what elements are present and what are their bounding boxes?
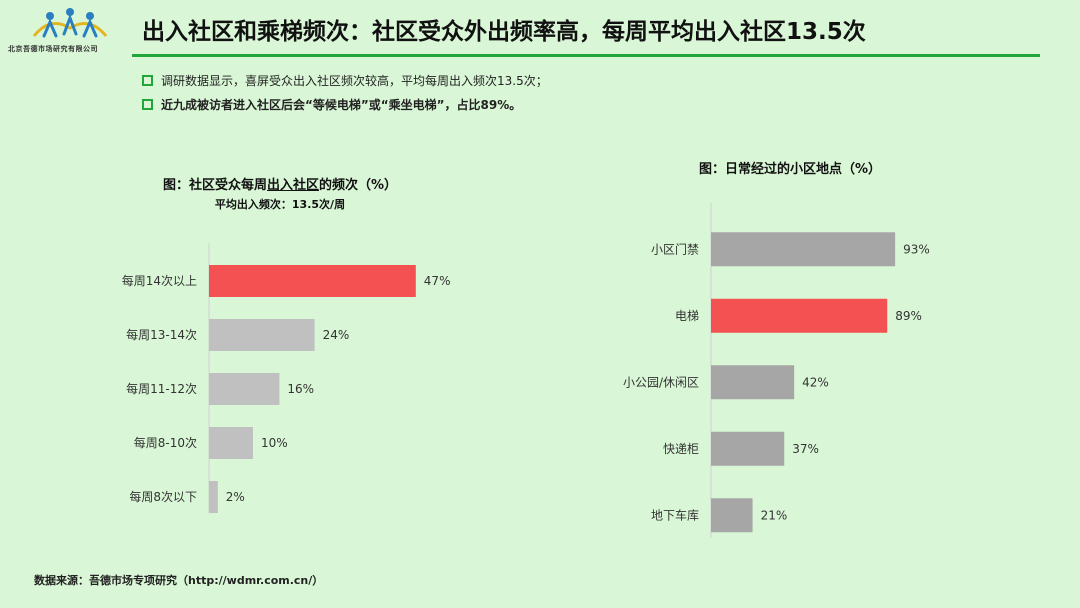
left-chart-subtitle: 平均出入频次：13.5次/周 [214, 198, 346, 211]
page-title: 出入社区和乘梯频次：社区受众外出频率高，每周平均出入社区13.5次 [142, 19, 866, 45]
right-category-label-4: 快递柜 [663, 442, 699, 456]
left-value-label-4: 10% [261, 436, 288, 450]
right-category-label-2: 电梯 [675, 309, 699, 323]
right-bar-3 [711, 365, 795, 400]
right-bar-1 [711, 232, 896, 267]
left-value-label-5: 2% [226, 490, 245, 504]
left-value-label-1: 47% [424, 274, 451, 288]
bullet-item-2: 近九成被访者进入社区后会“等候电梯”或“乘坐电梯”，占比89%。 [142, 92, 548, 116]
left-chart-title: 图：社区受众每周出入社区的频次（%） [130, 174, 430, 193]
square-bullet-icon [142, 98, 153, 110]
right-chart-title: 图：日常经过的小区地点（%） [698, 162, 882, 177]
left-value-label-2: 24% [323, 328, 350, 342]
data-source-footnote: 数据来源：吾德市场专项研究（http://wdmr.com.cn/） [34, 574, 324, 587]
right-bar-4 [711, 431, 785, 466]
right-bar-chart: 小区门禁 93% 电梯 89% 小公园/休闲区 42% 快递柜 37% 地下车库 21% [623, 202, 930, 538]
left-bar-1 [209, 265, 416, 297]
right-category-label-1: 小区门禁 [651, 241, 699, 256]
logo-text: 北京吾德市场研究有限公司 [8, 45, 98, 53]
bullet-text-1: 调研数据显示，喜屏受众出入社区频次较高，平均每周出入频次13.5次； [161, 73, 548, 88]
logo-mark-icon [32, 8, 108, 38]
right-bar-2 [711, 298, 888, 333]
left-value-label-3: 16% [287, 382, 314, 396]
right-value-label-4: 37% [792, 442, 819, 456]
right-category-label-5: 地下车库 [651, 507, 699, 522]
left-bar-chart: 每周14次以上 47% 每周13-14次 24% 每周11-12次 16% 每周8-10次 1… [122, 243, 451, 514]
right-value-label-3: 42% [802, 375, 829, 389]
square-bullet-icon [142, 74, 153, 86]
right-category-label-3: 小公园/休闲区 [623, 375, 699, 389]
left-category-label-4: 每周8-10次 [134, 435, 197, 450]
left-bar-2 [209, 319, 315, 351]
left-chart-title-suffix: 的频次（%） [319, 178, 398, 193]
right-value-label-1: 93% [903, 242, 930, 256]
right-value-label-2: 89% [895, 309, 922, 323]
left-bar-3 [209, 373, 280, 405]
summary-bullets: 调研数据显示，喜屏受众出入社区频次较高，平均每周出入频次13.5次； 近九成被访… [142, 68, 548, 116]
left-category-label-5: 每周8次以下 [129, 489, 197, 504]
left-chart-title-prefix: 图：社区受众每周 [162, 178, 267, 193]
bullet-text-2: 近九成被访者进入社区后会“等候电梯”或“乘坐电梯”，占比89%。 [161, 97, 522, 112]
left-category-label-2: 每周13-14次 [126, 327, 197, 342]
left-bar-5 [209, 481, 218, 513]
right-bar-5 [711, 498, 753, 533]
left-chart-title-underlined: 出入社区 [266, 178, 319, 193]
left-category-label-3: 每周11-12次 [126, 381, 197, 396]
title-divider [132, 54, 1040, 57]
bullet-item-1: 调研数据显示，喜屏受众出入社区频次较高，平均每周出入频次13.5次； [142, 68, 548, 92]
left-bar-4 [209, 427, 253, 459]
right-value-label-5: 21% [761, 508, 788, 522]
company-logo: 北京吾德市场研究有限公司 [8, 6, 128, 54]
left-category-label-1: 每周14次以上 [122, 273, 197, 288]
